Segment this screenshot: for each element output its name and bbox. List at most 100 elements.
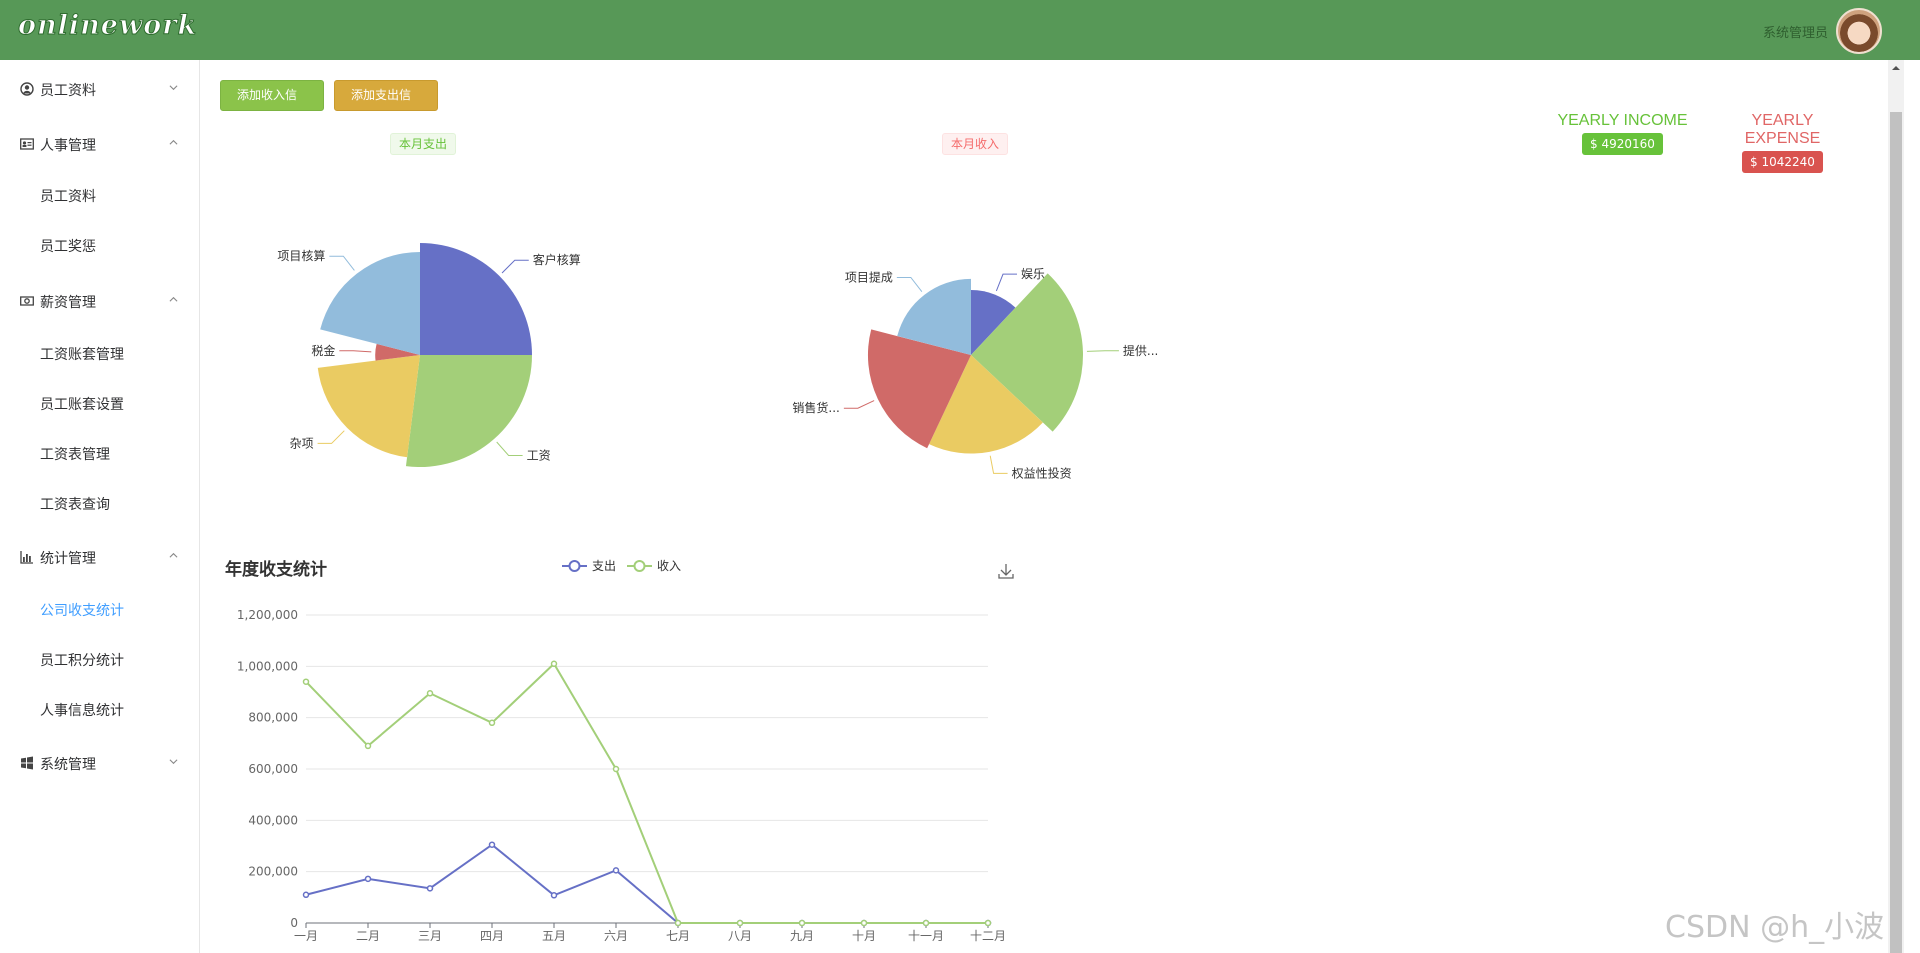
- sidebar-item-company-finance[interactable]: 公司收支统计: [0, 591, 200, 627]
- data-point[interactable]: [488, 841, 496, 848]
- scroll-up-icon[interactable]: [1890, 62, 1902, 74]
- pie-label-line: [317, 430, 345, 444]
- menu-group-hr[interactable]: 人事管理: [0, 126, 200, 162]
- sidebar-item-payroll-query[interactable]: 工资表查询: [0, 485, 200, 521]
- data-point[interactable]: [798, 919, 806, 927]
- data-point[interactable]: [674, 919, 682, 927]
- pie-slice[interactable]: [897, 278, 971, 355]
- sidebar-item-hr-stats[interactable]: 人事信息统计: [0, 691, 200, 727]
- data-point[interactable]: [612, 765, 620, 773]
- pie-label: 销售货...: [792, 400, 839, 415]
- legend-label[interactable]: 收入: [657, 559, 681, 573]
- yearly-expense-value: $ 1042240: [1742, 151, 1823, 173]
- pie-label-line: [896, 276, 923, 292]
- scrollbar-thumb[interactable]: [1890, 112, 1902, 953]
- data-point[interactable]: [488, 719, 496, 727]
- pie-slice[interactable]: [867, 329, 971, 449]
- money-icon: [20, 296, 34, 306]
- pie-label: 税金: [311, 343, 335, 358]
- menu-group-label: 系统管理: [40, 757, 96, 773]
- menu-group-stats[interactable]: 统计管理: [0, 539, 200, 575]
- data-point[interactable]: [550, 660, 558, 668]
- data-point[interactable]: [426, 690, 434, 697]
- chevron-up-icon: [169, 296, 178, 302]
- sidebar-item-payroll[interactable]: 工资表管理: [0, 435, 200, 471]
- chevron-up-icon: [169, 552, 178, 558]
- menu-group-label: 员工资料: [40, 83, 96, 99]
- y-tick-label: 1,000,000: [237, 659, 298, 673]
- x-tick-label: 十月: [852, 929, 876, 943]
- monthly-income-tag: 本月收入: [942, 133, 1009, 155]
- sidebar-item-label: 员工账套设置: [40, 397, 124, 413]
- add-expense-button[interactable]: 添加支出信息: [334, 80, 438, 131]
- x-tick-label: 四月: [480, 929, 504, 943]
- legend-marker[interactable]: [568, 560, 581, 572]
- legend-marker[interactable]: [633, 560, 646, 572]
- sidebar-item-label: 员工奖惩: [40, 239, 96, 255]
- menu-group-label: 人事管理: [40, 138, 96, 154]
- data-point[interactable]: [426, 885, 434, 892]
- app-logo[interactable]: onlinework: [17, 10, 198, 42]
- menu-group-system[interactable]: 系统管理: [0, 745, 200, 781]
- sidebar: 员工资料 人事管理 员工资料 员工奖惩 薪资管理 工资账套管理 员工账套设置 工…: [0, 60, 200, 953]
- x-tick-label: 八月: [728, 929, 752, 943]
- pie-slice[interactable]: [405, 355, 532, 467]
- add-income-button[interactable]: 添加收入信息: [220, 80, 324, 131]
- pie-slice[interactable]: [971, 290, 1016, 355]
- sidebar-item-label: 员工资料: [40, 189, 96, 205]
- pie-label-line: [1086, 350, 1119, 352]
- sidebar-item-label: 人事信息统计: [40, 703, 124, 719]
- pie-label-line: [339, 350, 372, 353]
- user-circle-icon: [20, 82, 34, 96]
- x-tick-label: 十一月: [908, 929, 944, 943]
- data-point[interactable]: [922, 919, 930, 927]
- pie-slice[interactable]: [971, 273, 1084, 432]
- pie-slice[interactable]: [320, 251, 420, 355]
- monthly-expense-tag: 本月支出: [390, 133, 457, 155]
- sidebar-item-salary-sets[interactable]: 工资账套管理: [0, 335, 200, 371]
- data-point[interactable]: [302, 678, 310, 685]
- top-bar: onlinework 系统管理员: [0, 0, 1920, 60]
- pie-label: 娱乐: [1021, 267, 1045, 281]
- data-point[interactable]: [984, 919, 992, 927]
- pie-slice[interactable]: [375, 343, 420, 361]
- data-point[interactable]: [302, 891, 310, 899]
- menu-group-employee[interactable]: 员工资料: [0, 71, 200, 107]
- data-point[interactable]: [736, 919, 744, 927]
- sidebar-item-employee-info[interactable]: 员工资料: [0, 177, 200, 213]
- user-name[interactable]: 系统管理员: [1762, 26, 1828, 41]
- x-tick-label: 五月: [542, 929, 566, 943]
- yearly-income: YEARLY INCOME $ 4920160: [1555, 112, 1690, 155]
- pie-label-line: [329, 255, 355, 271]
- y-tick-label: 200,000: [248, 865, 298, 879]
- data-point[interactable]: [550, 892, 558, 899]
- sidebar-item-points[interactable]: 员工积分统计: [0, 641, 200, 677]
- pie-slice[interactable]: [420, 243, 532, 355]
- avatar[interactable]: [1836, 8, 1882, 54]
- data-point[interactable]: [364, 742, 372, 750]
- pie-label-line: [989, 455, 1008, 474]
- yearly-income-title: YEARLY INCOME: [1557, 112, 1688, 129]
- sidebar-item-employee-sets[interactable]: 员工账套设置: [0, 385, 200, 421]
- download-icon[interactable]: [998, 564, 1014, 579]
- data-point[interactable]: [364, 875, 372, 883]
- sidebar-item-rewards[interactable]: 员工奖惩: [0, 227, 200, 263]
- pie-label: 杂项: [290, 436, 314, 450]
- pie-label: 工资: [527, 449, 551, 463]
- pie-slice[interactable]: [317, 355, 420, 458]
- data-point[interactable]: [612, 867, 620, 874]
- y-tick-label: 600,000: [248, 762, 298, 776]
- y-tick-label: 1,200,000: [237, 608, 298, 622]
- sidebar-item-label: 公司收支统计: [40, 603, 124, 619]
- data-point[interactable]: [860, 919, 868, 927]
- y-tick-label: 400,000: [248, 813, 298, 827]
- menu-group-salary[interactable]: 薪资管理: [0, 283, 200, 319]
- pie-slice[interactable]: [929, 355, 1043, 454]
- x-tick-label: 六月: [604, 929, 628, 943]
- sidebar-item-label: 工资表管理: [40, 447, 110, 463]
- yearly-line-chart: 年度收支统计 0 200,000 400,000 600,000 800,000 1,000…: [225, 559, 1014, 943]
- legend-label[interactable]: 支出: [592, 559, 616, 573]
- pie-label-line: [995, 273, 1018, 292]
